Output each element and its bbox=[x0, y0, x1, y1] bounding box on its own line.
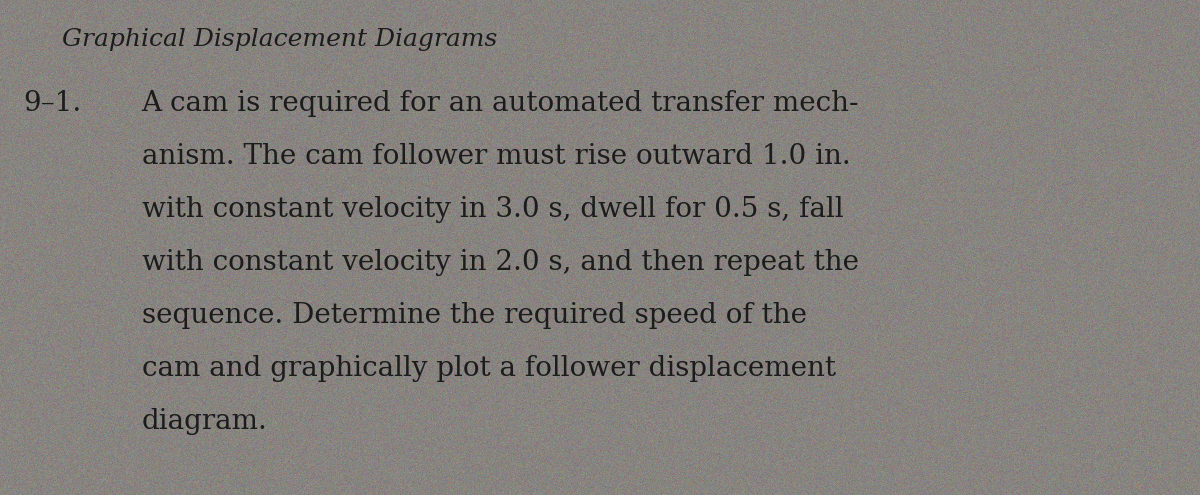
Text: cam and graphically plot a follower displacement: cam and graphically plot a follower disp… bbox=[142, 355, 835, 382]
Text: Graphical Displacement Diagrams: Graphical Displacement Diagrams bbox=[62, 28, 498, 51]
Text: with constant velocity in 3.0 s, dwell for 0.5 s, fall: with constant velocity in 3.0 s, dwell f… bbox=[142, 196, 844, 223]
Text: A cam is required for an automated transfer mech-: A cam is required for an automated trans… bbox=[142, 90, 859, 117]
Text: anism. The cam follower must rise outward 1.0 in.: anism. The cam follower must rise outwar… bbox=[142, 143, 851, 170]
Text: diagram.: diagram. bbox=[142, 408, 268, 435]
Text: with constant velocity in 2.0 s, and then repeat the: with constant velocity in 2.0 s, and the… bbox=[142, 249, 859, 276]
Text: 9–1.: 9–1. bbox=[23, 90, 82, 117]
Text: sequence. Determine the required speed of the: sequence. Determine the required speed o… bbox=[142, 302, 806, 329]
